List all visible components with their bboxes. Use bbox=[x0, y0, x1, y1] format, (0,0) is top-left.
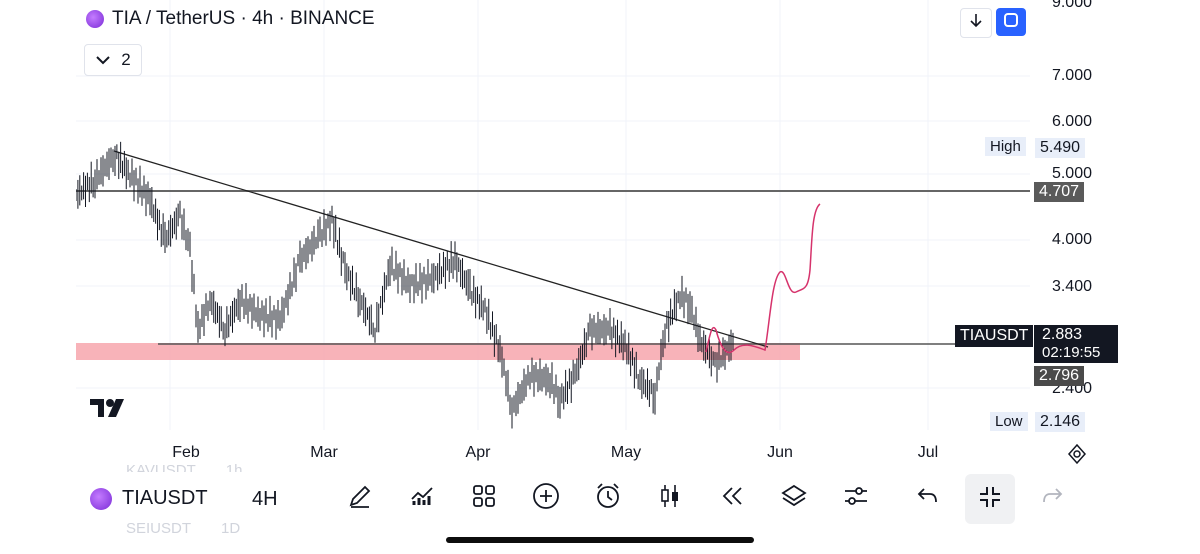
time-tick: Jul bbox=[917, 444, 939, 461]
collapse-icon bbox=[977, 484, 1003, 515]
chart-title: TIA / TetherUS · 4h · BINANCE bbox=[112, 8, 375, 29]
high-value: 5.490 bbox=[1035, 138, 1086, 158]
fullscreen-button[interactable] bbox=[996, 8, 1026, 36]
drawing-tool-button[interactable] bbox=[344, 482, 376, 514]
collapse-button[interactable] bbox=[965, 474, 1015, 524]
sliders-icon bbox=[842, 482, 870, 515]
layers-button[interactable] bbox=[778, 482, 810, 514]
chart-type-button[interactable] bbox=[654, 482, 686, 514]
indicators-icon bbox=[409, 483, 435, 514]
time-tick: Apr bbox=[465, 444, 491, 461]
low-value: 2.146 bbox=[1035, 412, 1086, 432]
forecast-drawing bbox=[705, 203, 821, 354]
support-zone bbox=[76, 343, 800, 360]
settings-sliders-button[interactable] bbox=[840, 482, 872, 514]
time-tick: Jun bbox=[767, 444, 793, 461]
layers-icon bbox=[780, 482, 808, 515]
home-indicator bbox=[446, 537, 754, 543]
symbol-name: TIAUSDT bbox=[122, 487, 208, 509]
fullscreen-icon bbox=[1002, 11, 1020, 34]
layouts-icon bbox=[471, 483, 497, 514]
current-price: 2.883 bbox=[1042, 326, 1083, 343]
tradingview-logo-icon bbox=[90, 396, 130, 426]
time-tick: Feb bbox=[172, 444, 200, 461]
time-tick: Mar bbox=[310, 444, 338, 461]
undo-button[interactable] bbox=[912, 482, 944, 514]
replay-icon bbox=[719, 483, 745, 514]
pencil-icon bbox=[347, 483, 373, 514]
ghost-symbol-row-bottom: SEIUSDT 1D bbox=[126, 520, 240, 537]
bar-countdown: 02:19:55 bbox=[1042, 344, 1101, 361]
low-label: Low bbox=[990, 412, 1028, 431]
indicators-collapse-button[interactable]: 2 bbox=[84, 44, 142, 76]
settings-button[interactable] bbox=[1066, 443, 1088, 465]
interval-selector[interactable]: 4H bbox=[252, 488, 278, 510]
symbol-selector[interactable]: TIAUSDT bbox=[90, 487, 208, 510]
tia-coin-icon bbox=[86, 10, 104, 28]
layouts-button[interactable] bbox=[468, 482, 500, 514]
resistance-price-tag: 4.707 bbox=[1034, 182, 1085, 202]
add-button[interactable] bbox=[530, 482, 562, 514]
tia-coin-icon bbox=[90, 487, 112, 510]
chart-grid bbox=[76, 0, 1030, 430]
price-tick: 6.000 bbox=[1051, 113, 1092, 130]
alert-button[interactable] bbox=[592, 482, 624, 514]
price-tick: 9.000 bbox=[1051, 0, 1092, 11]
redo-button[interactable] bbox=[1036, 482, 1068, 514]
replay-button[interactable] bbox=[716, 482, 748, 514]
bottom-toolbar bbox=[76, 472, 1126, 528]
current-price-box: 2.883 02:19:55 bbox=[1034, 325, 1118, 363]
settings-icon bbox=[1066, 443, 1088, 469]
indicator-count: 2 bbox=[121, 50, 131, 69]
redo-icon bbox=[1040, 484, 1064, 513]
alert-icon bbox=[594, 482, 622, 515]
price-tick: 3.400 bbox=[1051, 278, 1092, 295]
price-tick: 5.000 bbox=[1051, 165, 1092, 182]
ghost-symbol: SEIUSDT bbox=[126, 520, 192, 537]
high-label: High bbox=[985, 137, 1026, 156]
chart-symbol-header[interactable]: TIA / TetherUS · 4h · BINANCE bbox=[86, 8, 375, 30]
candles-icon bbox=[657, 483, 683, 514]
candlestick-series bbox=[76, 141, 734, 429]
indicators-button[interactable] bbox=[406, 482, 438, 514]
chevron-down-icon bbox=[95, 50, 111, 70]
price-tick: 7.000 bbox=[1051, 67, 1092, 84]
trend-line bbox=[113, 150, 769, 348]
download-button[interactable] bbox=[960, 8, 992, 38]
support-price-tag: 2.796 bbox=[1034, 366, 1085, 386]
price-chart[interactable] bbox=[76, 0, 1030, 470]
price-tick: 4.000 bbox=[1051, 231, 1092, 248]
ghost-interval: 1D bbox=[221, 520, 241, 537]
add-icon bbox=[532, 482, 560, 515]
undo-icon bbox=[916, 484, 940, 513]
time-tick: May bbox=[610, 444, 642, 461]
current-symbol-tag: TIAUSDT bbox=[955, 325, 1034, 347]
download-icon bbox=[969, 13, 983, 34]
